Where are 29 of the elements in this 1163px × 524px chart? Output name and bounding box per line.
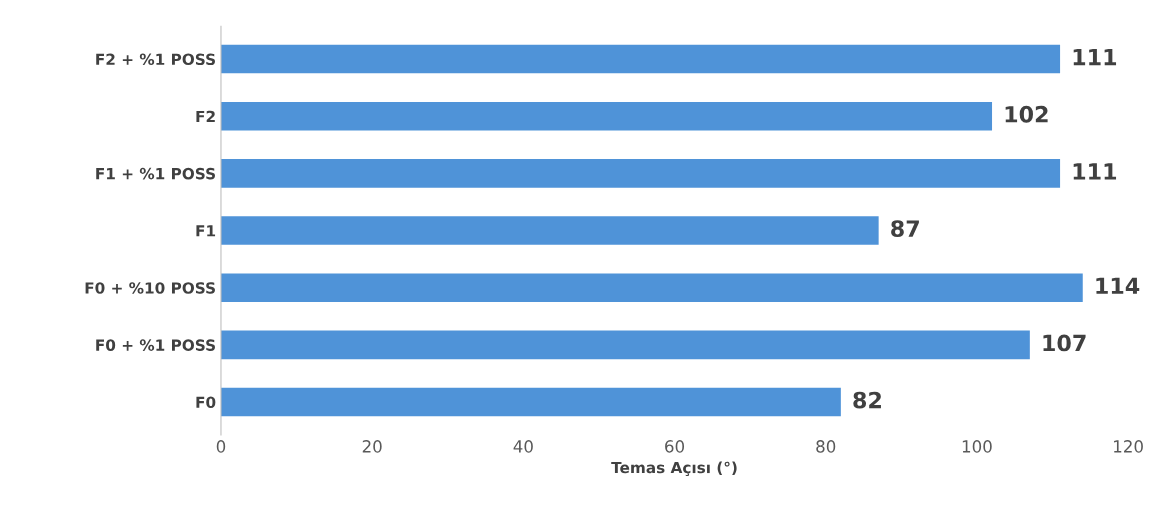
data-label: 102 [1005,105,1048,123]
x-tick-label: 80 [816,440,836,453]
y-tick-label: F2 + %1 POSS [96,53,215,66]
data-label: 111 [1073,49,1117,66]
bar [220,273,1083,303]
y-tick-label: F0 + %1 POSS [96,339,215,351]
y-tick-label: F1 [196,225,216,237]
bar [220,387,841,417]
data-label: 87 [891,220,919,238]
bar [220,44,1061,74]
data-label: 114 [1096,277,1140,294]
data-label: 82 [853,391,881,409]
y-tick-label: F2 [196,110,215,123]
data-label: 107 [1043,334,1086,352]
y-tick-label: F0 [196,396,216,409]
bar [220,330,1030,360]
x-tick-label: 60 [665,440,685,453]
x-tick-label: 100 [962,440,992,453]
x-tick-label: 0 [216,440,226,453]
x-tick-label: 40 [513,440,533,453]
bar [220,101,993,131]
y-tick-label: F0 + %10 POSS [85,282,215,294]
x-axis-title: Temas Açısı (°) [611,461,737,477]
y-tick-label: F1 + %1 POSS [96,167,215,180]
bar [220,216,879,245]
bar [220,159,1061,188]
x-tick-label: 120 [1114,440,1143,453]
x-tick-label: 20 [362,440,382,453]
data-label: 111 [1073,163,1117,180]
